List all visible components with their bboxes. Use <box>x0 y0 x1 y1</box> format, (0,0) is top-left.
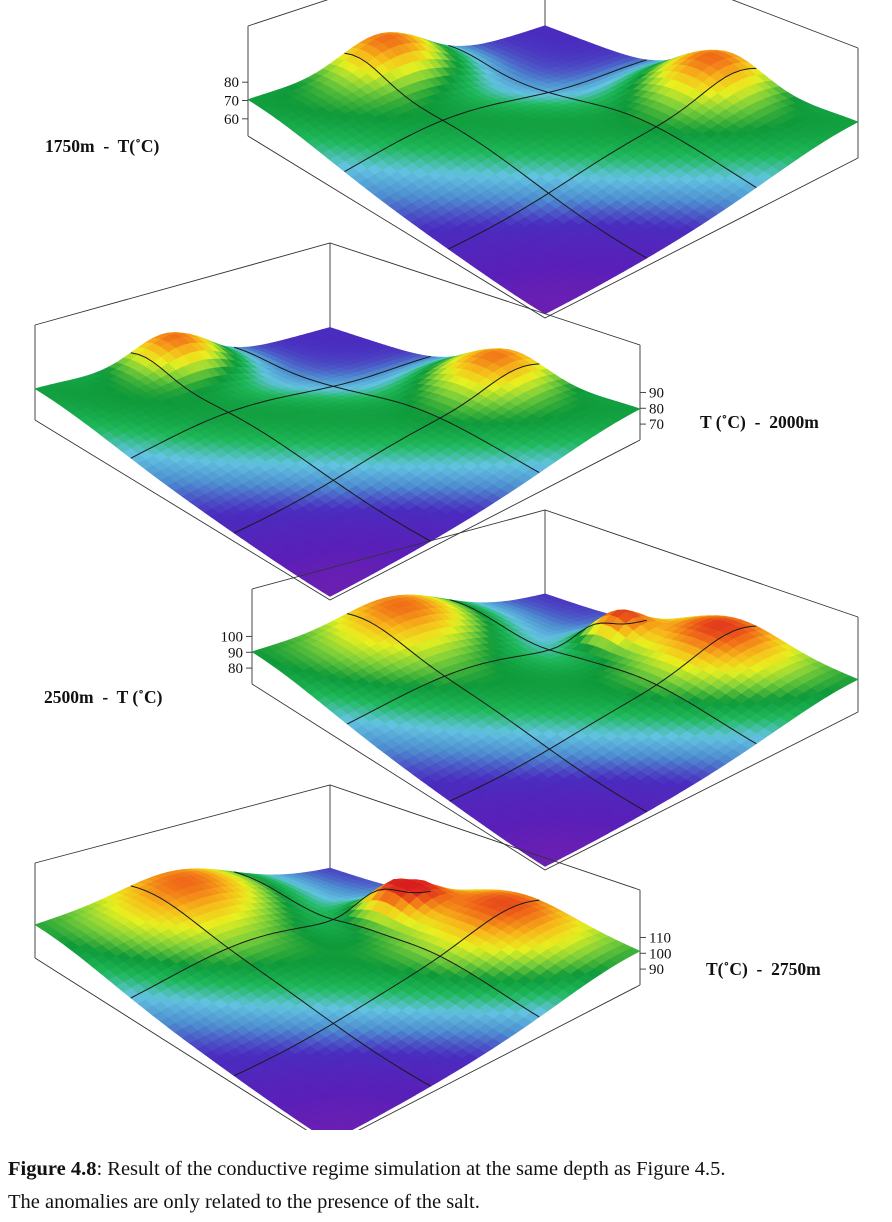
z-tick-label: 80 <box>228 661 243 677</box>
panel-label: 1750m - T(˚C) <box>45 136 160 156</box>
label-separator: - <box>95 136 118 156</box>
z-tick-label: 60 <box>224 112 239 128</box>
z-tick-label: 70 <box>224 94 239 110</box>
label-separator: - <box>746 412 769 432</box>
z-tick-label: 80 <box>224 75 239 91</box>
surface-mesh <box>34 327 641 597</box>
depth-label: 1750m <box>45 136 95 156</box>
surface-panel-1750m: 60 70 80 1750m - T(˚C) <box>45 0 859 319</box>
surface-mesh <box>251 593 859 867</box>
bounding-box <box>247 0 859 158</box>
depth-label: 2500m <box>44 687 94 707</box>
z-tick-label: 100 <box>221 629 244 645</box>
axis-label: T (˚C) <box>117 687 163 707</box>
z-tick-label: 70 <box>649 417 664 433</box>
surface-mesh <box>247 25 859 315</box>
z-tick-label: 80 <box>649 401 664 417</box>
depth-label: 2000m <box>769 412 819 432</box>
z-tick-label: 90 <box>228 645 243 661</box>
z-axis: 60 70 80 <box>224 75 248 128</box>
z-tick-label: 90 <box>649 385 664 401</box>
panel-label: 2500m - T (˚C) <box>44 687 163 707</box>
label-separator: - <box>94 687 117 707</box>
surface-mesh <box>34 867 641 1130</box>
axis-label: T(˚C) <box>118 136 160 156</box>
panel-label: T (˚C) - 2000m <box>700 412 819 432</box>
box-edge <box>247 0 859 49</box>
axis-label: T (˚C) <box>700 412 746 432</box>
